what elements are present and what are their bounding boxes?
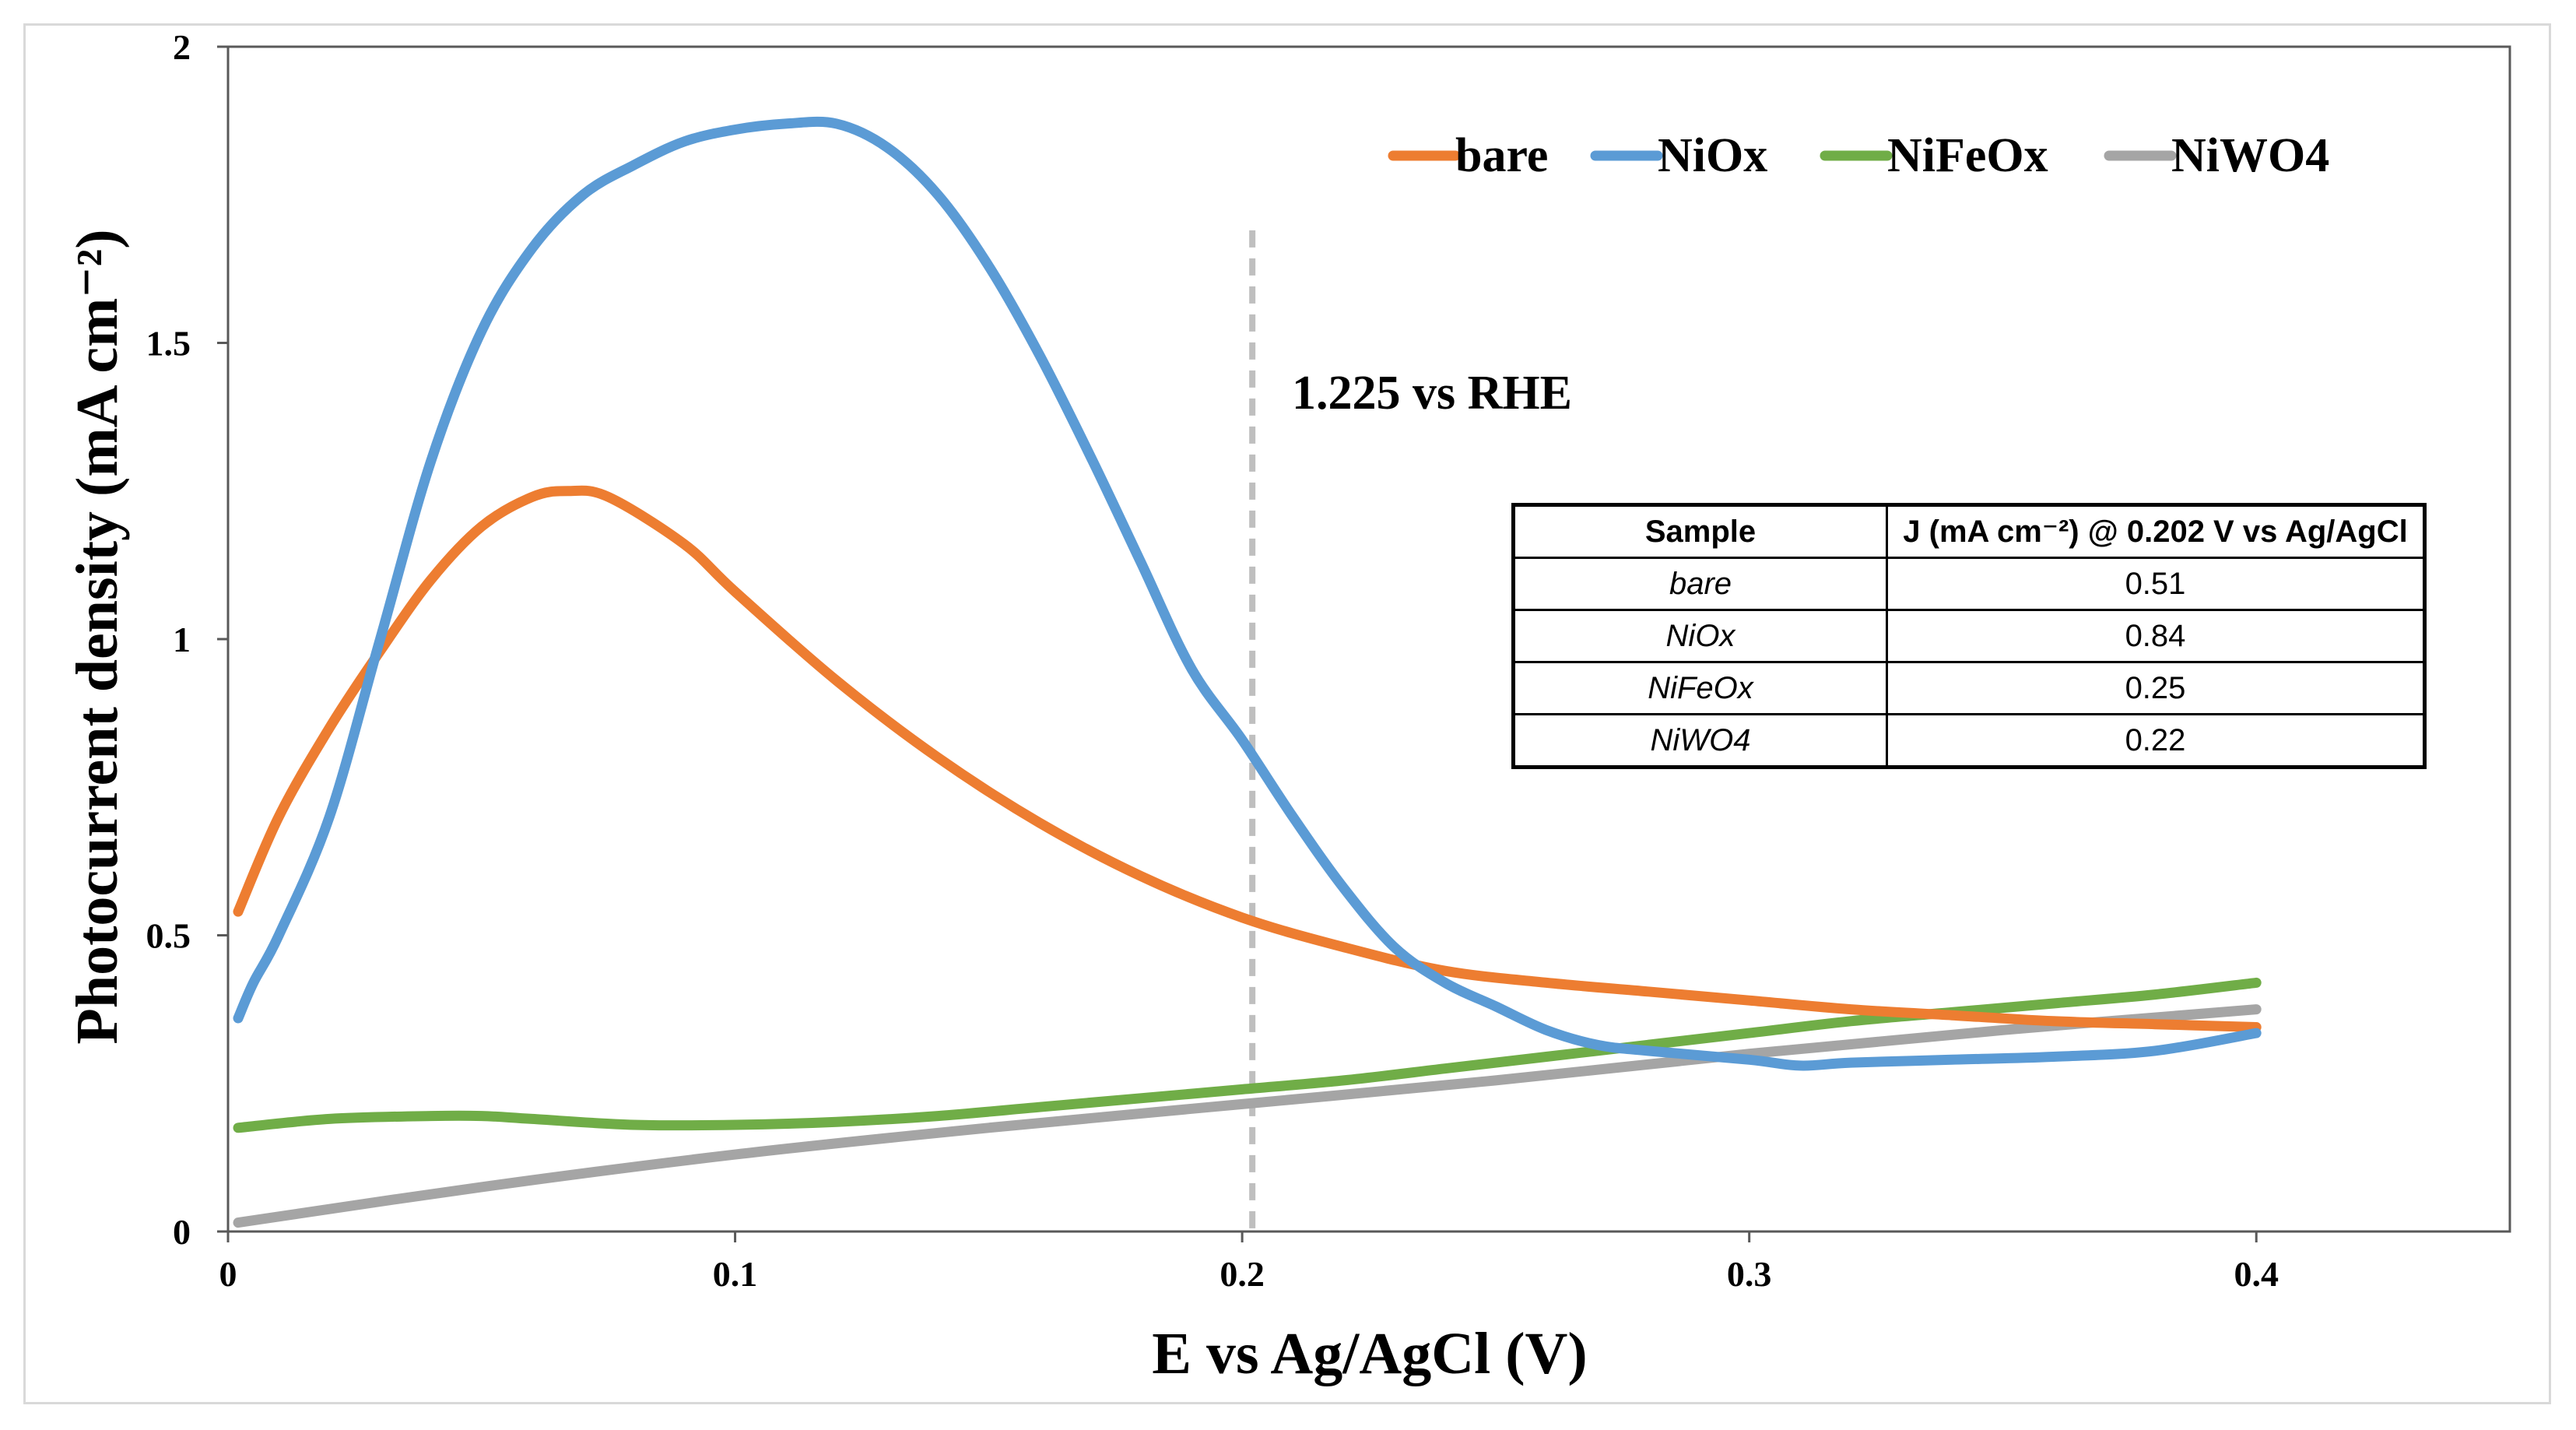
x-axis-title: E vs Ag/AgCl (V) (1152, 1321, 1587, 1386)
x-tick-label: 0.4 (2234, 1254, 2279, 1294)
table-row: NiFeOx 0.25 (1512, 661, 2426, 715)
legend-label-niox: NiOx (1658, 129, 1767, 182)
table-cell-value: 0.51 (1886, 557, 2426, 611)
inset-table-header: J (mA cm⁻²) @ 0.202 V vs Ag/AgCl (1886, 504, 2426, 559)
ticks: 0 0.1 0.2 0.3 0.4 0 0.5 1 1.5 2 (146, 27, 2279, 1294)
legend-label-niwo4: NiWO4 (2171, 129, 2329, 182)
table-cell-sample: NiOx (1512, 609, 1888, 663)
table-cell-value: 0.84 (1886, 609, 2426, 663)
y-tick-label: 1 (173, 620, 191, 659)
inset-table: Sample J (mA cm⁻²) @ 0.202 V vs Ag/AgCl … (1511, 503, 2427, 769)
inset-table-header-row: Sample J (mA cm⁻²) @ 0.202 V vs Ag/AgCl (1512, 504, 2426, 559)
series-line-niwo4 (233, 1004, 2262, 1228)
legend: bare NiOx NiFeOx NiWO4 (1388, 129, 2329, 182)
series-group (233, 116, 2262, 1228)
x-tick-label: 0.2 (1220, 1254, 1265, 1294)
series-line-niox (233, 116, 2262, 1071)
table-row: NiWO4 0.22 (1512, 713, 2426, 768)
y-tick-label: 0.5 (146, 916, 191, 956)
table-cell-value: 0.22 (1886, 713, 2426, 768)
legend-label-nifeox: NiFeOx (1887, 129, 2048, 182)
table-row: bare 0.51 (1512, 557, 2426, 611)
table-cell-sample: bare (1512, 557, 1888, 611)
table-row: NiOx 0.84 (1512, 609, 2426, 663)
x-tick-label: 0.1 (713, 1254, 758, 1294)
annotation-rhe: 1.225 vs RHE (1292, 367, 1572, 420)
table-cell-sample: NiWO4 (1512, 713, 1888, 768)
table-cell-sample: NiFeOx (1512, 661, 1888, 715)
series-line-bare (233, 485, 2262, 1032)
legend-label-bare: bare (1455, 129, 1548, 182)
y-axis-title: Photocurrent density (mA cm⁻²) (65, 229, 130, 1044)
table-cell-value: 0.25 (1886, 661, 2426, 715)
y-tick-label: 0 (173, 1212, 191, 1252)
y-tick-label: 2 (173, 27, 191, 67)
inset-table-header: Sample (1512, 504, 1888, 559)
figure-frame (23, 23, 2551, 1404)
x-tick-label: 0 (219, 1254, 237, 1294)
y-tick-label: 1.5 (146, 324, 191, 364)
x-tick-label: 0.3 (1727, 1254, 1772, 1294)
